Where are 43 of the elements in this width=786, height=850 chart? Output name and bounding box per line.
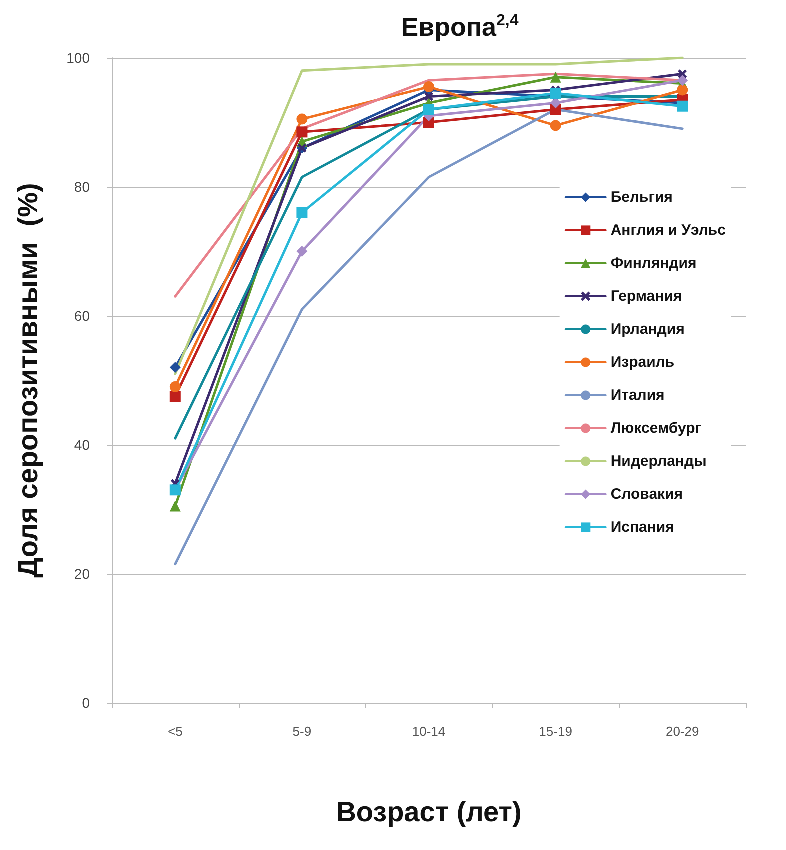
y-axis-title: Доля серопозитивными (%): [12, 183, 44, 578]
legend-label: Нидерланды: [610, 453, 707, 470]
point: [550, 120, 562, 132]
y-tick-label: 100: [66, 50, 90, 66]
point: [550, 98, 562, 109]
legend-label: Люксембург: [610, 420, 702, 437]
y-tick-label: 20: [74, 566, 90, 582]
point: [678, 70, 688, 79]
point: [424, 104, 434, 116]
x-tick-label: 20-29: [666, 724, 700, 739]
point: [677, 84, 688, 96]
y-tick-label: 60: [74, 308, 90, 324]
x-tick-label: 5-9: [292, 724, 312, 739]
legend-label: Ирландия: [610, 321, 685, 338]
point: [170, 362, 181, 374]
point: [170, 500, 181, 512]
legend-label: Бельгия: [610, 189, 673, 206]
x-axis-title: Возраст (лет): [336, 796, 522, 828]
legend-label: Испания: [610, 519, 674, 536]
x-tick-label: <5: [168, 724, 183, 739]
legend-label: Англия и Уэльс: [610, 222, 726, 239]
point: [296, 114, 308, 125]
legend-label: Словакия: [610, 486, 684, 503]
point: [550, 72, 562, 83]
point: [296, 207, 308, 218]
x-tick-label: 10-14: [412, 724, 446, 739]
legend-label: Германия: [610, 288, 682, 305]
point: [677, 75, 688, 86]
point: [170, 391, 181, 402]
legend-label: Израиль: [610, 354, 675, 371]
y-tick-label: 40: [74, 437, 90, 453]
point: [296, 246, 308, 257]
point: [296, 126, 308, 138]
legend-label: Финляндия: [610, 255, 697, 272]
y-tick-label: 80: [74, 179, 90, 195]
point: [550, 88, 562, 99]
point: [424, 82, 434, 93]
point: [677, 100, 688, 112]
legend-label: Италия: [610, 387, 665, 404]
y-tick-label: 0: [82, 695, 90, 711]
point: [170, 381, 181, 392]
point: [424, 92, 434, 102]
x-tick-label: 15-19: [539, 724, 572, 739]
